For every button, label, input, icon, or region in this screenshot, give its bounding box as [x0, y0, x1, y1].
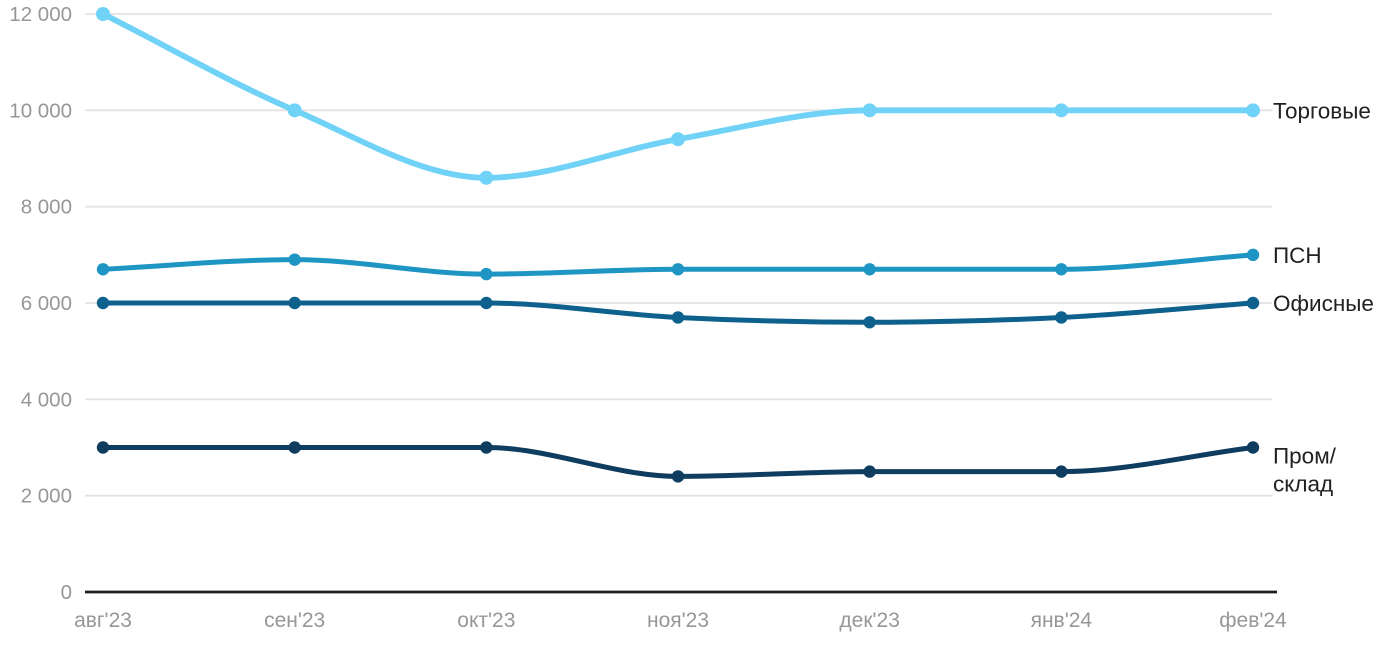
x-tick-label: авг'23 [74, 609, 132, 632]
data-point-ofisnye [480, 296, 493, 310]
data-point-psn [288, 253, 301, 266]
x-tick-label: дек'23 [839, 609, 900, 632]
x-tick-label: фев'24 [1219, 609, 1287, 632]
data-point-prom-sklad [671, 470, 685, 483]
data-point-ofisnye [671, 311, 685, 324]
x-tick-label: окт'23 [457, 609, 515, 632]
y-tick-label: 12 000 [9, 3, 72, 26]
series-label-psn: ПСН [1273, 243, 1322, 268]
data-point-ofisnye [1246, 296, 1260, 310]
data-point-torgovye [671, 132, 685, 147]
y-tick-label: 8 000 [21, 196, 72, 219]
data-point-torgovye [862, 103, 877, 118]
data-point-ofisnye [863, 316, 876, 329]
data-point-psn [96, 263, 110, 276]
y-tick-label: 2 000 [21, 485, 72, 508]
data-point-prom-sklad [96, 441, 110, 454]
data-point-ofisnye [96, 296, 110, 310]
series-label-torgovye: Торговые [1273, 98, 1371, 123]
data-point-torgovye [287, 103, 302, 118]
data-point-prom-sklad [480, 441, 493, 454]
data-point-prom-sklad [288, 441, 301, 454]
data-point-ofisnye [1055, 311, 1068, 324]
data-point-psn [671, 263, 685, 276]
y-tick-label: 6 000 [21, 292, 72, 315]
data-point-psn [480, 267, 493, 281]
data-point-torgovye [1054, 103, 1069, 118]
data-point-ofisnye [288, 296, 301, 310]
data-point-psn [863, 263, 876, 276]
series-label-prom-sklad: склад [1273, 472, 1333, 497]
data-point-prom-sklad [1055, 465, 1068, 478]
series-label-ofisnye: Офисные [1273, 291, 1374, 316]
y-tick-label: 0 [61, 581, 72, 604]
data-point-prom-sklad [863, 465, 876, 478]
data-point-prom-sklad [1246, 441, 1260, 454]
data-point-torgovye [96, 7, 110, 21]
series-label-prom-sklad: Пром/ [1273, 444, 1337, 469]
data-point-torgovye [479, 170, 494, 185]
series-line-torgovye [100, 11, 1256, 181]
data-point-psn [1246, 248, 1260, 262]
x-tick-label: сен'23 [264, 609, 325, 632]
data-point-torgovye [1246, 103, 1260, 118]
data-point-psn [1055, 263, 1068, 276]
y-tick-label: 4 000 [21, 388, 72, 411]
x-tick-label: янв'24 [1031, 609, 1093, 632]
y-tick-label: 10 000 [9, 99, 72, 122]
x-tick-label: ноя'23 [647, 609, 709, 632]
